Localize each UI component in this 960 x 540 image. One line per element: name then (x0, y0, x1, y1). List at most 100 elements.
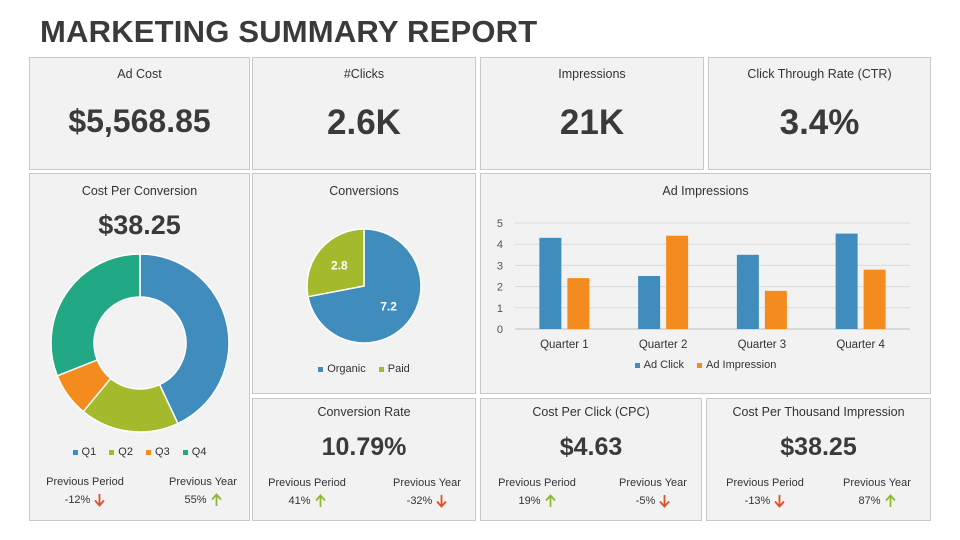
conversion-rate-value: 10.79% (321, 433, 407, 461)
legend-label-q3: Q3 (155, 446, 170, 458)
conversion-rate-label: Conversion Rate (317, 405, 411, 419)
prev-year-value: 87% (858, 494, 881, 507)
prev-year-value: -5% (635, 494, 656, 507)
legend-label-ad-impression: Ad Impression (706, 359, 777, 371)
conversions-card: Conversions 7.2 2.8 Organic Paid (252, 173, 476, 394)
legend-item-q3: Q3 (146, 446, 170, 458)
up-arrow-icon (314, 494, 326, 507)
cost-per-click-card: Cost Per Click (CPC) $4.63 Previous Peri… (480, 398, 702, 521)
ad-impressions-label: Ad Impressions (662, 184, 749, 198)
prev-year-label: Previous Year (169, 476, 237, 488)
prev-year-value: -32% (406, 494, 433, 507)
pie-data-label: 7.2 (380, 299, 397, 313)
bar-ad-click (835, 233, 858, 329)
pie-legend: Organic Paid (253, 363, 475, 375)
ctr-value: 3.4% (779, 103, 860, 142)
prev-period-stat: Previous Period 41% (263, 477, 351, 508)
cost-per-click-value: $4.63 (559, 433, 623, 461)
prev-year-value: 55% (184, 493, 207, 506)
prev-period-value: 41% (288, 494, 311, 507)
prev-period-stat: Previous Period 19% (493, 477, 581, 508)
legend-label-ad-click: Ad Click (643, 359, 684, 371)
conversions-pie-chart: 7.2 2.8 (306, 228, 422, 344)
legend-item-organic: Organic (318, 363, 366, 375)
impressions-value: 21K (559, 103, 625, 142)
cost-per-click-label: Cost Per Click (CPC) (532, 405, 650, 419)
legend-swatch-q2 (109, 449, 115, 455)
prev-period-value: -13% (744, 494, 771, 507)
prev-year-stat: Previous Year -5% (609, 477, 697, 508)
ad-cost-card: Ad Cost $5,568.85 (29, 57, 250, 170)
cost-per-conversion-card: Cost Per Conversion $38.25 Q1 Q2 Q3 Q4 P… (29, 173, 250, 521)
prev-year-stat: Previous Year 87% (833, 477, 921, 508)
legend-item-q4: Q4 (182, 446, 207, 458)
prev-year-label: Previous Year (393, 477, 461, 489)
bar-ad-impression (764, 290, 787, 329)
clicks-label: #Clicks (343, 67, 385, 81)
ctr-card: Click Through Rate (CTR) 3.4% (708, 57, 931, 170)
legend-item-paid: Paid (378, 363, 410, 375)
legend-label-q4: Q4 (191, 446, 207, 458)
legend-swatch-ad-impression (697, 362, 703, 368)
y-tick-label: 2 (497, 282, 503, 294)
ad-cost-label: Ad Cost (117, 67, 162, 81)
legend-label-q1: Q1 (81, 446, 97, 458)
y-tick-label: 5 (497, 218, 503, 230)
up-arrow-icon (884, 494, 896, 507)
legend-swatch-q3 (146, 449, 152, 455)
prev-period-value: 19% (518, 494, 541, 507)
quarterly-donut-chart (50, 253, 230, 433)
cost-per-thousand-card: Cost Per Thousand Impression $38.25 Prev… (706, 398, 931, 521)
impressions-card: Impressions 21K (480, 57, 704, 170)
legend-label-paid: Paid (387, 363, 410, 375)
x-tick-label: Quarter 4 (836, 339, 885, 351)
prev-period-value: -12% (64, 493, 91, 506)
down-arrow-icon (436, 495, 448, 508)
down-arrow-icon (659, 495, 670, 508)
bar-ad-impression (666, 235, 689, 329)
prev-year-stat: Previous Year -32% (383, 477, 471, 508)
ctr-label: Click Through Rate (CTR) (747, 67, 892, 81)
down-arrow-icon (94, 494, 106, 507)
pie-slice-paid (306, 228, 365, 298)
prev-period-stat: Previous Period -13% (721, 477, 809, 508)
legend-swatch-q1 (72, 449, 78, 455)
down-arrow-icon (774, 495, 786, 508)
page-title: MARKETING SUMMARY REPORT (40, 14, 538, 49)
legend-item-q2: Q2 (109, 446, 133, 458)
ad-cost-value: $5,568.85 (68, 103, 211, 139)
bar-ad-click (539, 237, 562, 329)
bar-ad-click (736, 254, 759, 329)
x-tick-label: Quarter 2 (639, 339, 688, 351)
prev-period-stat: Previous Period -12% (42, 476, 128, 507)
prev-year-label: Previous Year (843, 477, 911, 489)
x-tick-label: Quarter 3 (738, 339, 787, 351)
prev-period-label: Previous Period (726, 477, 804, 489)
ad-impressions-bar-chart: 0 1 2 3 4 5 Quarter 1 Quarter 2 Quarter 3 Quarter… (497, 218, 910, 351)
y-tick-label: 0 (497, 324, 503, 336)
legend-swatch-organic (318, 366, 324, 372)
y-tick-label: 4 (497, 239, 503, 251)
donut-slice-q1 (139, 253, 230, 425)
cost-per-thousand-label: Cost Per Thousand Impression (732, 405, 905, 419)
legend-item-ad-impression: Ad Impression (697, 359, 776, 371)
y-tick-label: 3 (497, 260, 503, 272)
legend-item-q1: Q1 (72, 446, 97, 458)
bar-ad-click (638, 276, 661, 329)
legend-swatch-paid (378, 366, 384, 372)
legend-label-q2: Q2 (118, 446, 133, 458)
x-tick-label: Quarter 1 (540, 339, 589, 351)
cost-per-thousand-value: $38.25 (780, 433, 857, 461)
prev-period-label: Previous Period (268, 477, 346, 489)
impressions-label: Impressions (558, 67, 626, 81)
legend-swatch-q4 (182, 449, 188, 455)
bar-legend: Ad Click Ad Impression (481, 359, 930, 371)
prev-year-label: Previous Year (619, 477, 687, 489)
donut-legend: Q1 Q2 Q3 Q4 (30, 446, 249, 458)
cost-per-conversion-label: Cost Per Conversion (81, 184, 198, 198)
donut-slice-q4 (50, 253, 141, 377)
prev-year-stat: Previous Year 55% (160, 476, 246, 507)
up-arrow-icon (544, 494, 556, 507)
legend-label-organic: Organic (327, 363, 366, 375)
ad-impressions-card: Ad Impressions 0 1 2 3 4 5 Quarter 1 Quarter 2 Q… (480, 173, 931, 394)
